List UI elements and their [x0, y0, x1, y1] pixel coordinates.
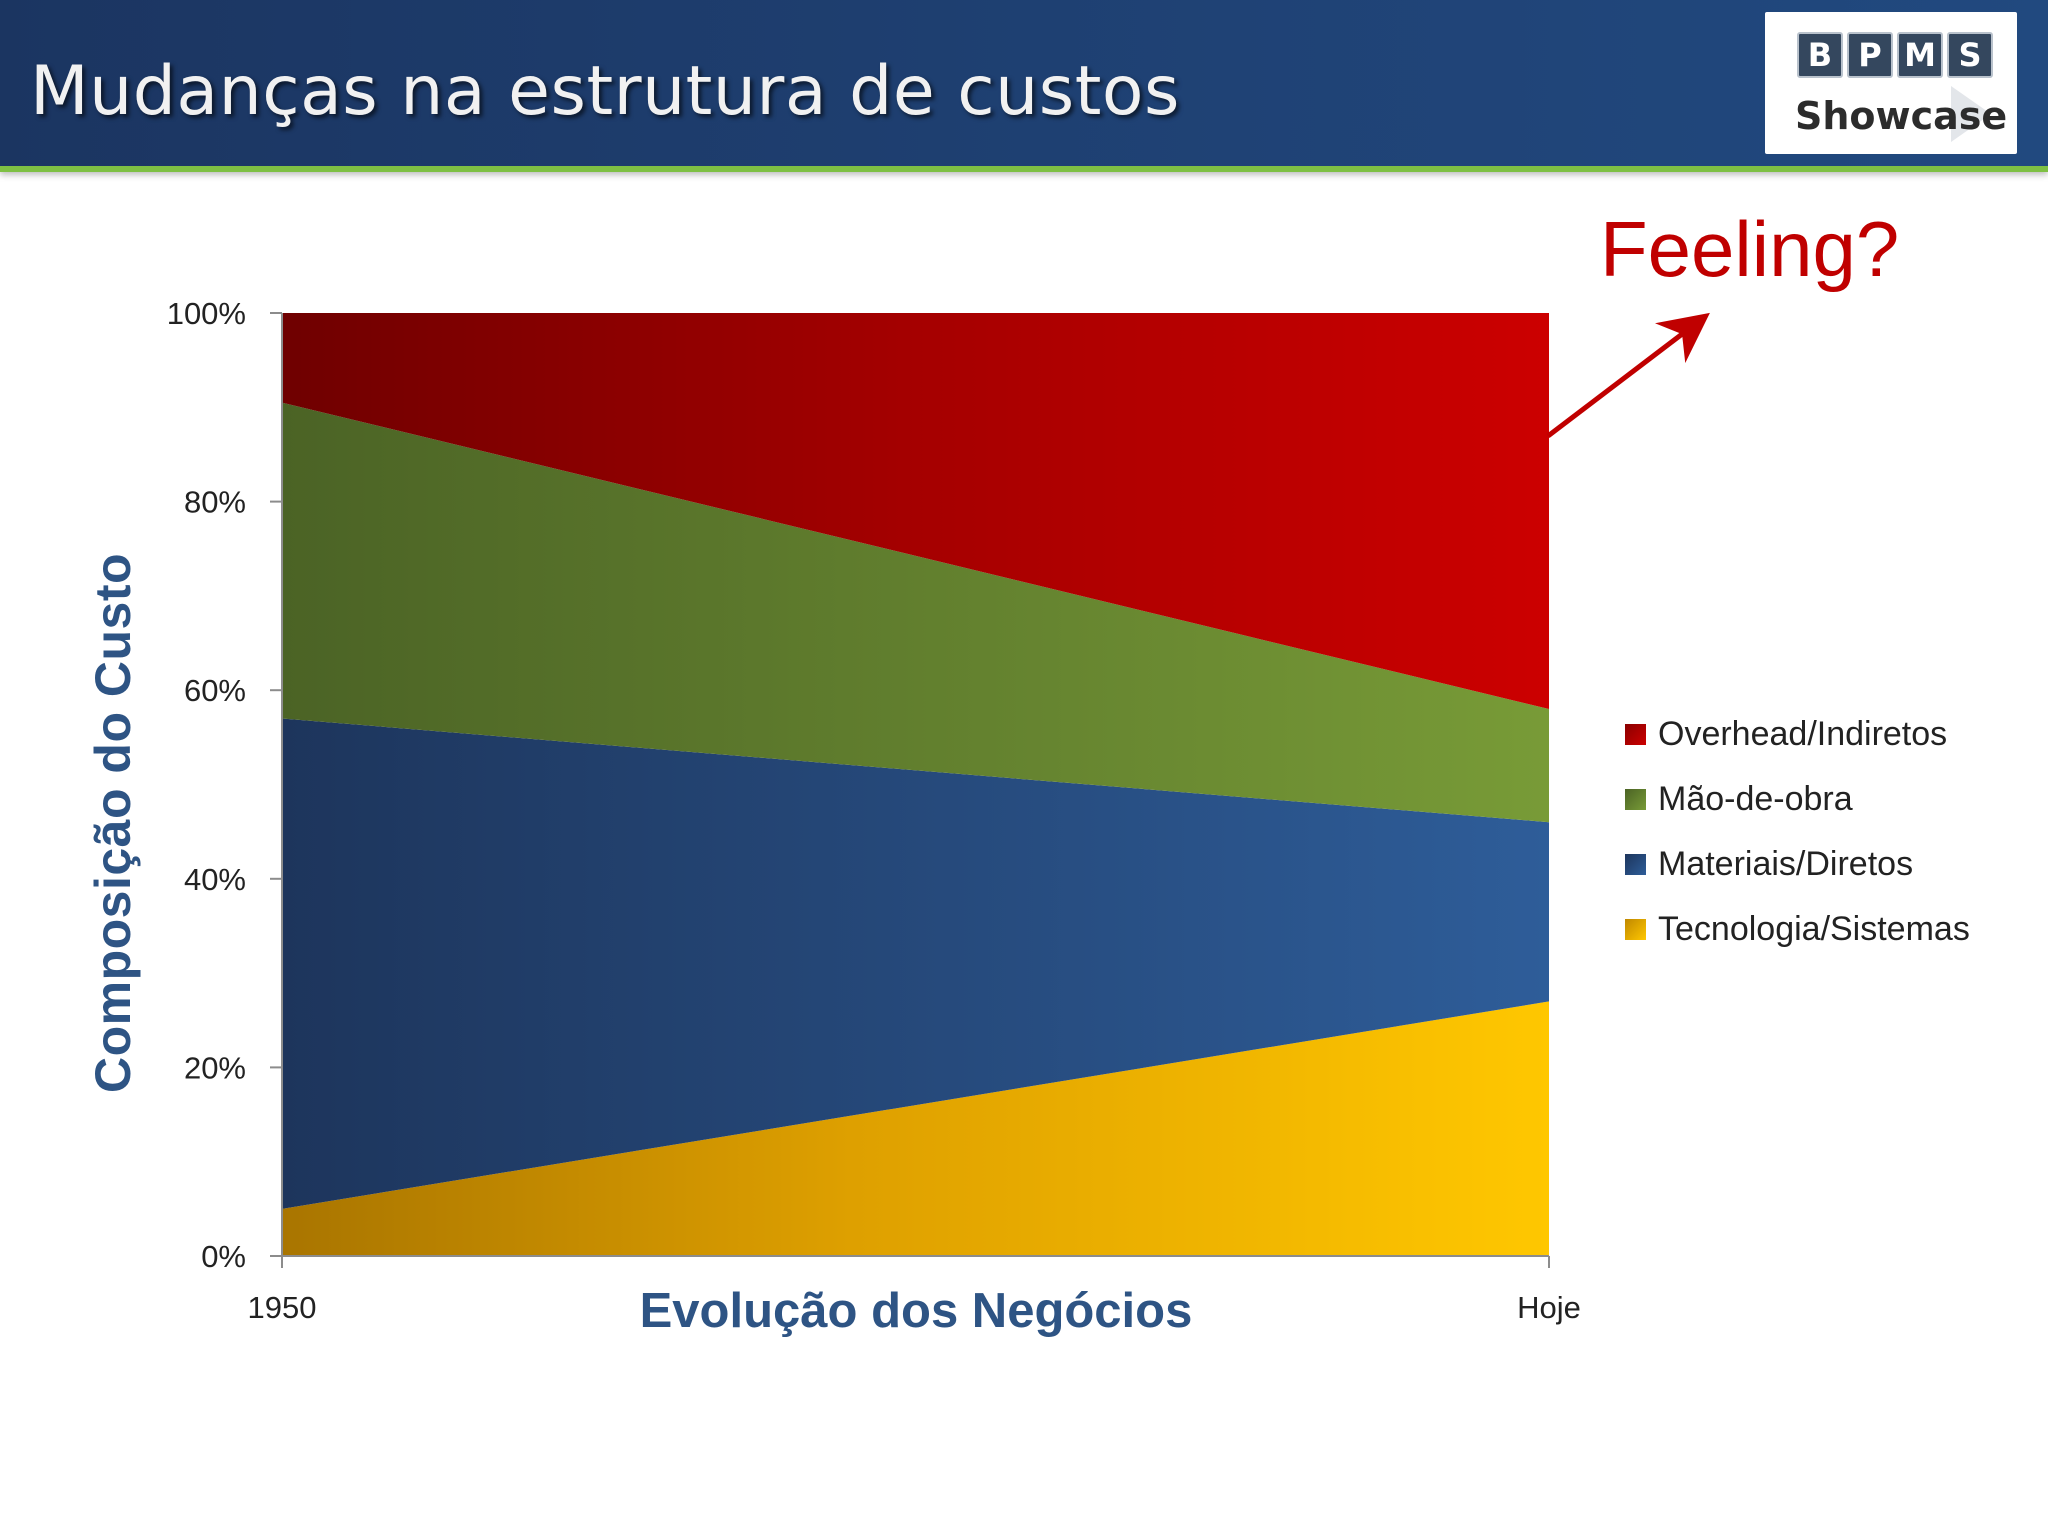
bpms-showcase-logo: B P M S Showcase: [1765, 12, 2017, 154]
logo-word: Showcase: [1795, 94, 2008, 138]
legend-swatch-m-o-de-obra: [1625, 789, 1646, 810]
annotation-arrow: [1546, 312, 1710, 438]
legend-label-m-o-de-obra: Mão-de-obra: [1658, 780, 1853, 818]
feeling-annotation: Feeling?: [1600, 205, 1899, 293]
logo-letters: B P M S: [1797, 32, 1993, 78]
logo-arrow-icon: [1951, 86, 1991, 142]
area-m-o-de-obra: [282, 402, 1549, 823]
slide-title: Mudanças na estrutura de custos: [30, 52, 1180, 131]
logo-letter-p: P: [1847, 32, 1893, 78]
y-tick-label: 100%: [167, 296, 246, 331]
legend-swatch-tecnologia-sistemas: [1625, 919, 1646, 940]
logo-letter-m: M: [1897, 32, 1943, 78]
y-tick-label: 40%: [184, 862, 246, 897]
slide-header: Mudanças na estrutura de custos B P M S …: [0, 0, 2048, 172]
legend-label-tecnologia-sistemas: Tecnologia/Sistemas: [1658, 910, 1970, 948]
y-axis-label: Composição do Custo: [85, 553, 141, 1093]
legend-swatch-materiais-diretos: [1625, 854, 1646, 875]
y-tick-label: 20%: [184, 1050, 246, 1085]
area-tecnologia-sistemas: [282, 1001, 1549, 1256]
x-tick-label: Hoje: [1517, 1290, 1581, 1325]
area-overhead-indiretos: [282, 313, 1549, 710]
legend-label-overhead-indiretos: Overhead/Indiretos: [1658, 715, 1947, 753]
legend-label-materiais-diretos: Materiais/Diretos: [1658, 845, 1913, 883]
legend-swatch-overhead-indiretos: [1625, 724, 1646, 745]
y-tick-label: 60%: [184, 673, 246, 708]
y-tick-labels: 0% 20% 40% 60% 80% 100%: [167, 296, 282, 1274]
x-tick-label: 1950: [248, 1290, 317, 1325]
y-tick-label: 0%: [201, 1239, 246, 1274]
logo-letter-b: B: [1797, 32, 1843, 78]
x-tick-labels: 1950 Hoje: [248, 1256, 1581, 1325]
y-tick-label: 80%: [184, 485, 246, 520]
chart-areas: [282, 313, 1549, 1256]
chart-legend: Overhead/Indiretos Mão-de-obra Materiais/D…: [1625, 715, 1970, 948]
logo-letter-s: S: [1947, 32, 1993, 78]
chart-axes: [281, 313, 1549, 1257]
area-materiais-diretos: [282, 718, 1549, 1209]
x-axis-label: Evolução dos Negócios: [640, 1284, 1193, 1338]
